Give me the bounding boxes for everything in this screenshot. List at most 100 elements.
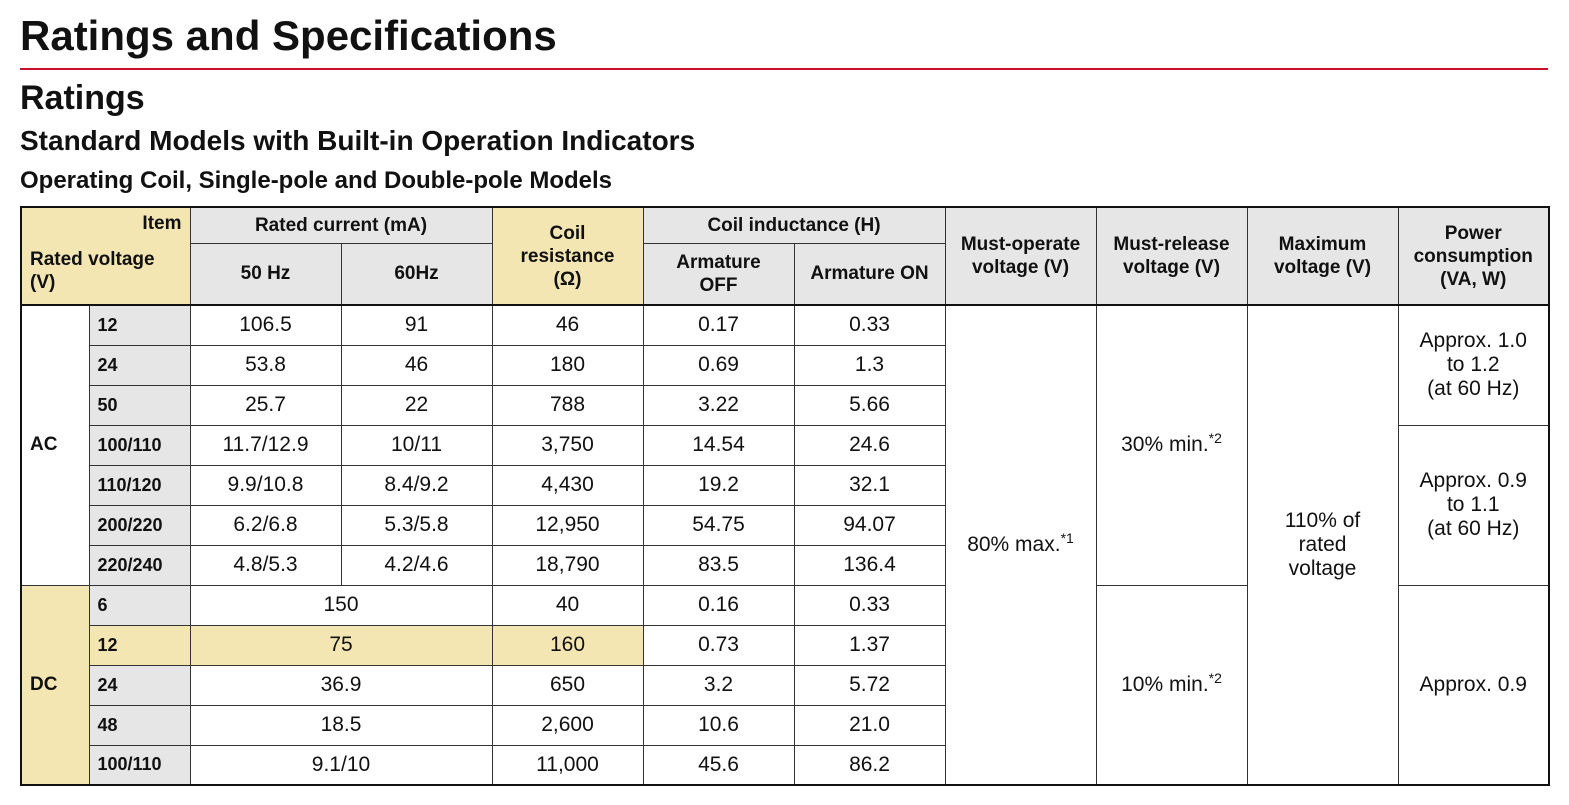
current-60hz-cell: 10/11 xyxy=(340,424,493,466)
armature-off-cell: 3.2 xyxy=(642,664,795,706)
armature-on-cell: 1.3 xyxy=(793,344,946,386)
coil-resistance-cell: 11,000 xyxy=(491,744,644,786)
item-label: Item xyxy=(142,213,182,234)
coil-resistance-cell: 2,600 xyxy=(491,704,644,746)
rated-voltage-cell: 24 xyxy=(88,664,191,706)
current-50hz-cell: 106.5 xyxy=(189,304,342,346)
current-50hz-cell: 4.8/5.3 xyxy=(189,544,342,586)
armature-on-cell: 1.37 xyxy=(793,624,946,666)
current-50hz-cell: 53.8 xyxy=(189,344,342,386)
subsection-heading: Standard Models with Built-in Operation … xyxy=(20,125,696,156)
armature-off-cell: 45.6 xyxy=(642,744,795,786)
armature-on-cell: 136.4 xyxy=(793,544,946,586)
dc-power-value: Approx. 0.9 xyxy=(1397,584,1550,786)
rated-voltage-cell: 50 xyxy=(88,384,191,426)
dc-group-label: DC xyxy=(20,584,90,786)
rated-voltage-cell: 24 xyxy=(88,344,191,386)
dc-current-cell: 150 xyxy=(189,584,493,626)
must-operate-header: Must-operate voltage (V) xyxy=(944,206,1097,306)
coil-resistance-cell: 160 xyxy=(491,624,644,666)
dc-must-release-value: 10% min.*2 xyxy=(1095,584,1248,786)
rated-voltage-cell: 48 xyxy=(88,704,191,746)
armature-off-header: Armature OFF xyxy=(642,242,795,306)
rated-voltage-label: Rated voltage (V) xyxy=(30,249,155,293)
dc-current-cell: 18.5 xyxy=(189,704,493,746)
armature-off-cell: 3.22 xyxy=(642,384,795,426)
current-60hz-cell: 4.2/4.6 xyxy=(340,544,493,586)
table-row: 100/110 9.1/10 11,000 45.6 86.2 xyxy=(21,744,1549,786)
coil-resistance-cell: 3,750 xyxy=(491,424,644,466)
armature-on-cell: 5.72 xyxy=(793,664,946,706)
armature-on-header: Armature ON xyxy=(793,242,946,306)
current-50hz-cell: 6.2/6.8 xyxy=(189,504,342,546)
coil-resistance-cell: 650 xyxy=(491,664,644,706)
armature-off-cell: 19.2 xyxy=(642,464,795,506)
current-50hz-cell: 11.7/12.9 xyxy=(189,424,342,466)
rated-voltage-cell: 110/120 xyxy=(88,464,191,506)
rated-voltage-cell: 6 xyxy=(88,584,191,626)
max-voltage-header: Maximum voltage (V) xyxy=(1246,206,1399,306)
armature-on-cell: 24.6 xyxy=(793,424,946,466)
dc-current-cell: 9.1/10 xyxy=(189,744,493,786)
rated-voltage-cell: 12 xyxy=(88,624,191,666)
table-row: 50 25.7 22 788 3.22 5.66 xyxy=(21,384,1549,426)
armature-on-cell: 21.0 xyxy=(793,704,946,746)
armature-on-cell: 0.33 xyxy=(793,584,946,626)
rated-current-header: Rated current (mA) xyxy=(189,206,493,244)
table-caption: Operating Coil, Single-pole and Double-p… xyxy=(20,167,613,194)
armature-off-cell: 0.16 xyxy=(642,584,795,626)
table-row: 48 18.5 2,600 10.6 21.0 xyxy=(21,704,1549,746)
hz50-header: 50 Hz xyxy=(189,242,342,306)
armature-on-cell: 86.2 xyxy=(793,744,946,786)
current-60hz-cell: 5.3/5.8 xyxy=(340,504,493,546)
armature-off-cell: 54.75 xyxy=(642,504,795,546)
current-60hz-cell: 46 xyxy=(340,344,493,386)
ac-power-value-b: Approx. 0.9 to 1.1 (at 60 Hz) xyxy=(1397,424,1550,586)
dc-current-cell: 75 xyxy=(189,624,493,666)
table-row: 110/120 9.9/10.8 8.4/9.2 4,430 19.2 32.1 xyxy=(21,464,1549,506)
rated-voltage-cell: 12 xyxy=(88,304,191,346)
coil-resistance-cell: 4,430 xyxy=(491,464,644,506)
table-row: 200/220 6.2/6.8 5.3/5.8 12,950 54.75 94.… xyxy=(21,504,1549,546)
current-50hz-cell: 9.9/10.8 xyxy=(189,464,342,506)
coil-resistance-cell: 40 xyxy=(491,584,644,626)
current-60hz-cell: 22 xyxy=(340,384,493,426)
current-50hz-cell: 25.7 xyxy=(189,384,342,426)
armature-off-cell: 0.17 xyxy=(642,304,795,346)
coil-resistance-cell: 46 xyxy=(491,304,644,346)
current-60hz-cell: 8.4/9.2 xyxy=(340,464,493,506)
dc-current-cell: 36.9 xyxy=(189,664,493,706)
coil-resistance-cell: 12,950 xyxy=(491,504,644,546)
coil-resistance-header: Coil resistance (Ω) xyxy=(491,206,644,306)
item-rated-voltage-header: Item Rated voltage (V) xyxy=(20,206,191,306)
section-heading: Ratings xyxy=(20,79,145,117)
coil-inductance-header: Coil inductance (H) xyxy=(642,206,946,244)
armature-off-cell: 14.54 xyxy=(642,424,795,466)
coil-resistance-cell: 18,790 xyxy=(491,544,644,586)
max-voltage-value: 110% of rated voltage xyxy=(1246,304,1399,786)
power-consumption-header: Power consumption (VA, W) xyxy=(1397,206,1550,306)
ratings-table: Item Rated voltage (V) Rated current (mA)… xyxy=(20,206,1550,786)
title-divider xyxy=(20,68,1548,70)
must-operate-value: 80% max.*1 xyxy=(944,304,1097,786)
rated-voltage-cell: 220/240 xyxy=(88,544,191,586)
armature-off-cell: 0.69 xyxy=(642,344,795,386)
armature-off-cell: 83.5 xyxy=(642,544,795,586)
armature-off-cell: 10.6 xyxy=(642,704,795,746)
ac-power-value-a: Approx. 1.0 to 1.2 (at 60 Hz) xyxy=(1397,304,1550,426)
ac-must-release-value: 30% min.*2 xyxy=(1095,304,1248,586)
table-row: 24 53.8 46 180 0.69 1.3 xyxy=(21,344,1549,386)
page-title: Ratings and Specifications xyxy=(20,12,557,59)
rated-voltage-cell: 100/110 xyxy=(88,424,191,466)
table-row: 220/240 4.8/5.3 4.2/4.6 18,790 83.5 136.… xyxy=(21,544,1549,586)
armature-on-cell: 5.66 xyxy=(793,384,946,426)
current-60hz-cell: 91 xyxy=(340,304,493,346)
rated-voltage-cell: 200/220 xyxy=(88,504,191,546)
armature-on-cell: 94.07 xyxy=(793,504,946,546)
armature-on-cell: 32.1 xyxy=(793,464,946,506)
rated-voltage-cell: 100/110 xyxy=(88,744,191,786)
coil-resistance-cell: 788 xyxy=(491,384,644,426)
coil-resistance-cell: 180 xyxy=(491,344,644,386)
armature-off-cell: 0.73 xyxy=(642,624,795,666)
ac-group-label: AC xyxy=(20,304,90,586)
